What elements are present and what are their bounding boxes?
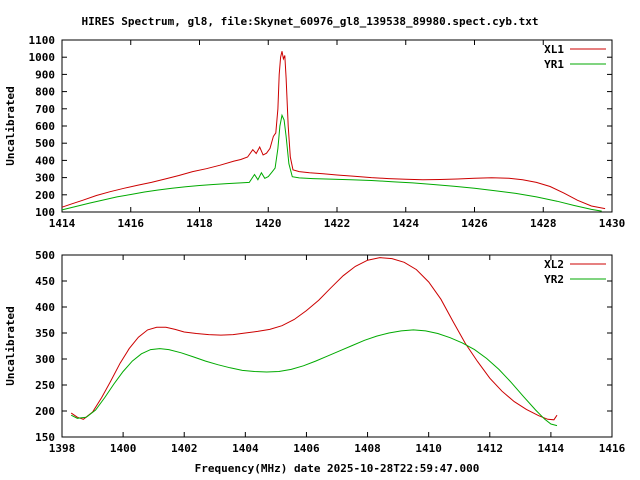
y-tick-label: 1000 [29, 51, 56, 64]
y-tick-label: 600 [35, 120, 55, 133]
x-tick-label: 1410 [415, 442, 442, 455]
bottom-y-axis-label: Uncalibrated [4, 306, 17, 385]
x-tick-label: 1398 [49, 442, 76, 455]
y-tick-label: 200 [35, 405, 55, 418]
y-tick-label: 300 [35, 353, 55, 366]
x-tick-label: 1408 [354, 442, 381, 455]
x-tick-label: 1422 [324, 217, 351, 230]
x-tick-label: 1400 [110, 442, 137, 455]
series-line-xl2 [70, 257, 558, 421]
y-tick-label: 200 [35, 189, 55, 202]
x-tick-label: 1430 [599, 217, 626, 230]
x-axis-label: Frequency(MHz) date 2025-10-28T22:59:47.… [195, 462, 480, 475]
x-tick-label: 1420 [255, 217, 282, 230]
y-tick-label: 800 [35, 86, 55, 99]
y-tick-label: 1100 [29, 34, 56, 47]
y-tick-label: 400 [35, 301, 55, 314]
x-tick-label: 1428 [530, 217, 557, 230]
y-tick-label: 400 [35, 154, 55, 167]
y-tick-label: 700 [35, 103, 55, 116]
plot-border [61, 39, 613, 213]
y-tick-label: 350 [35, 327, 55, 340]
legend-label-xl2: XL2 [544, 258, 564, 271]
x-tick-label: 1406 [293, 442, 320, 455]
legend-label-xl1: XL1 [544, 43, 564, 56]
legend-label-yr1: YR1 [544, 58, 564, 71]
x-tick-label: 1418 [186, 217, 213, 230]
y-tick-label: 300 [35, 172, 55, 185]
x-tick-label: 1416 [118, 217, 145, 230]
bottom-chart: 1398 1400 1402 1404 1406 1408 1410 1412 1414 1416… [35, 249, 625, 455]
series-line-xl1 [61, 51, 606, 210]
x-tick-label: 1424 [393, 217, 420, 230]
x-tick-label: 1414 [538, 442, 565, 455]
y-tick-label: 150 [35, 431, 55, 444]
y-tick-label: 500 [35, 249, 55, 262]
y-tick-label: 900 [35, 68, 55, 81]
x-tick-label: 1414 [49, 217, 76, 230]
x-tick-label: 1426 [461, 217, 488, 230]
plot-border [61, 254, 613, 438]
x-tick-label: 1412 [477, 442, 504, 455]
x-tick-label: 1416 [599, 442, 626, 455]
y-tick-label: 100 [35, 206, 55, 219]
y-tick-label: 450 [35, 275, 55, 288]
chart-title: HIRES Spectrum, gl8, file:Skynet_60976_g… [82, 15, 539, 28]
top-chart: 1414 1416 1418 1420 1422 1424 1426 1428 1430 100 2… [29, 34, 626, 230]
y-tick-label: 250 [35, 379, 55, 392]
legend-label-yr2: YR2 [544, 273, 564, 286]
series-line-yr1 [61, 113, 602, 212]
top-y-axis-label: Uncalibrated [4, 86, 17, 165]
series-line-yr2 [70, 329, 558, 427]
x-tick-label: 1402 [171, 442, 198, 455]
y-tick-label: 500 [35, 137, 55, 150]
x-tick-label: 1404 [232, 442, 259, 455]
